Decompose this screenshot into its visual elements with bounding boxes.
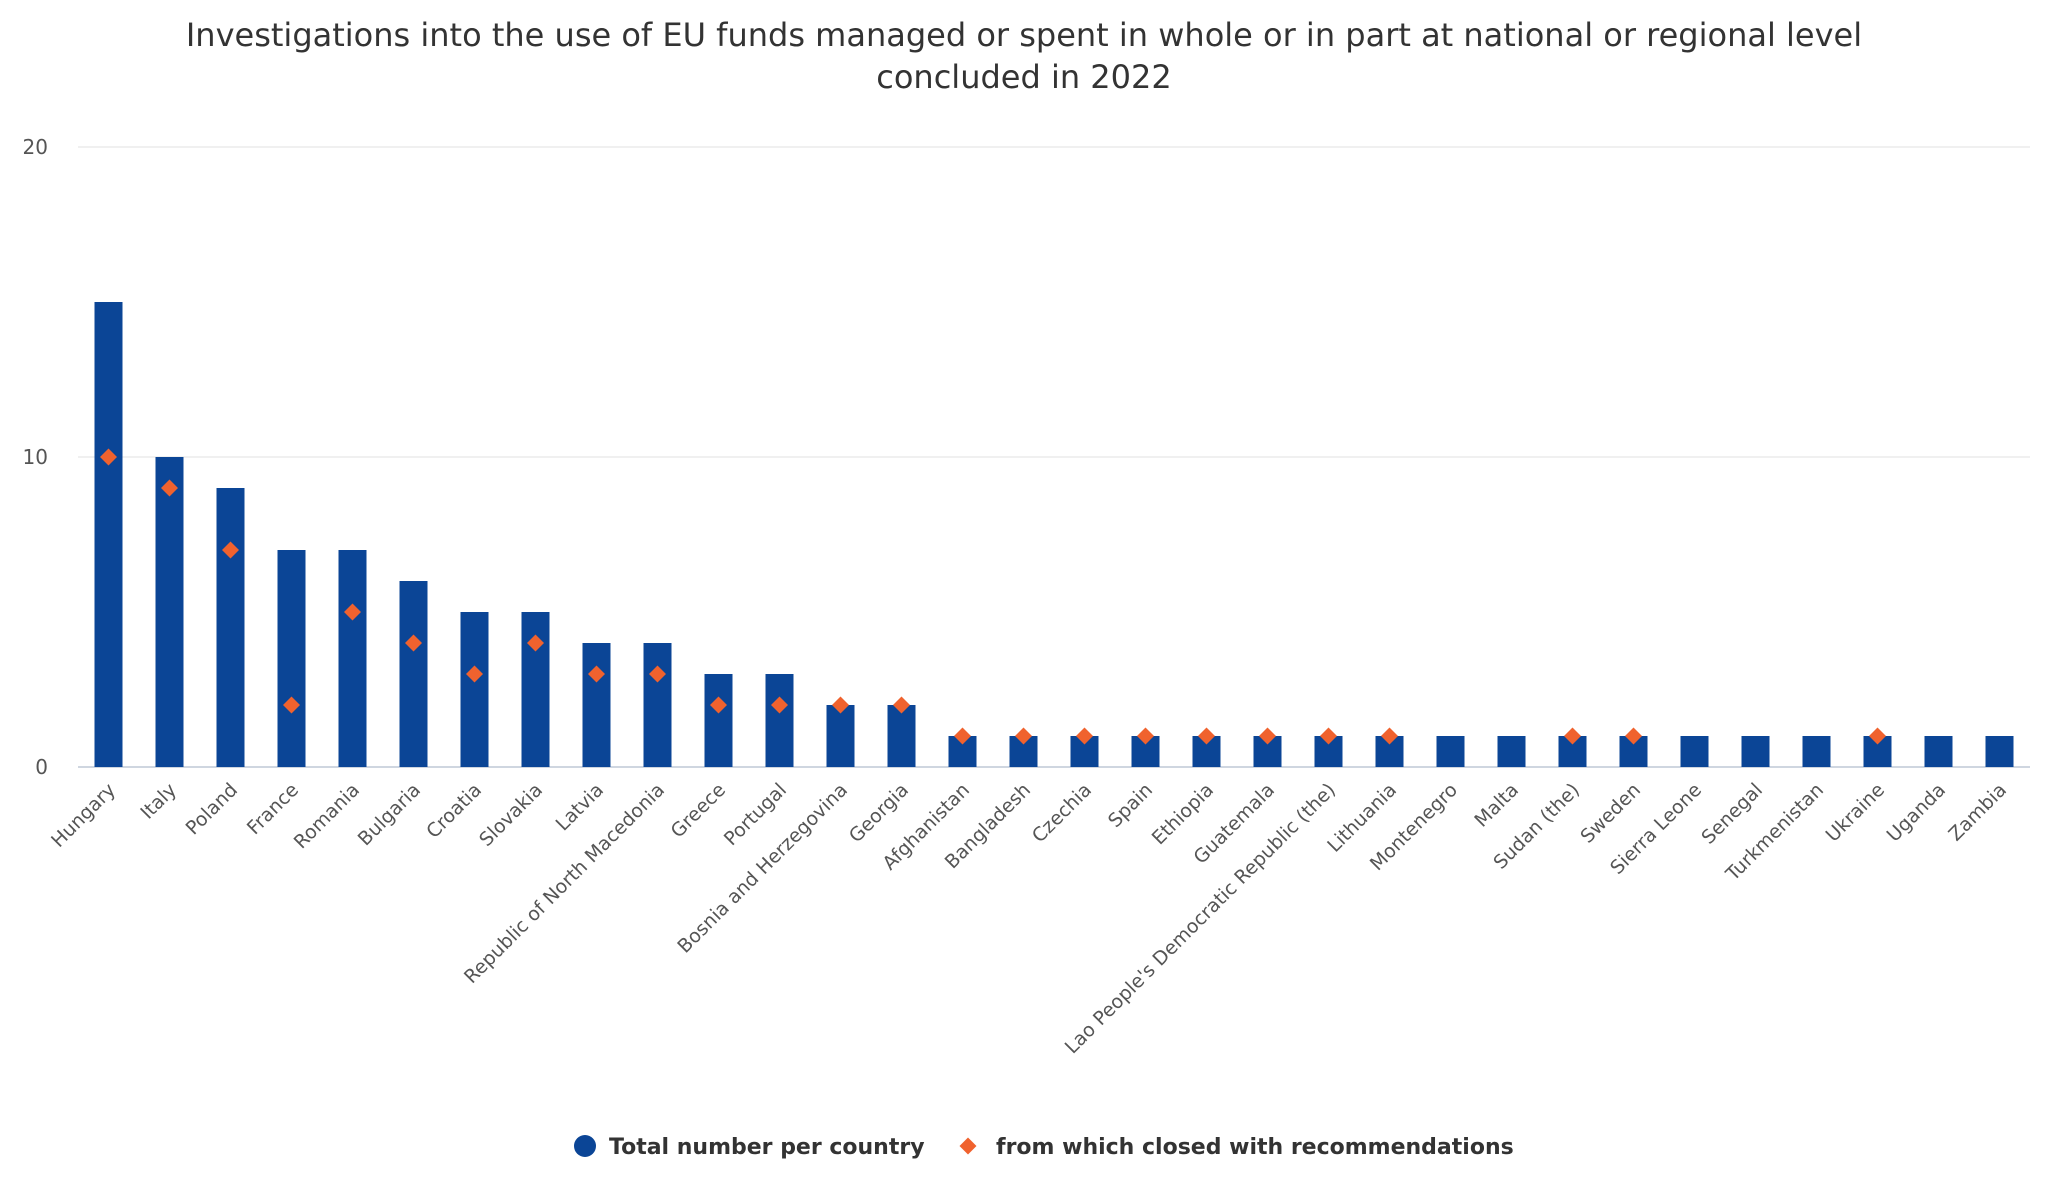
bar[interactable]: [399, 581, 428, 767]
recommendation-marker[interactable]: [1320, 727, 1337, 745]
recommendation-marker[interactable]: [344, 603, 361, 621]
bar[interactable]: [1924, 736, 1953, 767]
bar[interactable]: [704, 674, 733, 767]
recommendation-marker[interactable]: [1564, 727, 1581, 745]
recommendation-marker[interactable]: [832, 696, 849, 714]
bar[interactable]: [1985, 736, 2014, 767]
bar[interactable]: [216, 488, 245, 767]
recommendation-marker[interactable]: [1198, 727, 1215, 745]
recommendation-marker[interactable]: [954, 727, 971, 745]
category-label: Poland: [182, 779, 242, 839]
recommendation-marker[interactable]: [1869, 727, 1886, 745]
legend: Total number per country from which clos…: [574, 1135, 1514, 1160]
category-label: Ukraine: [1822, 779, 1889, 846]
category-label: Latvia: [552, 779, 608, 835]
legend-item-total[interactable]: Total number per country: [574, 1135, 925, 1160]
bar[interactable]: [460, 612, 489, 767]
bar[interactable]: [887, 705, 916, 767]
category-label: Slovakia: [475, 779, 547, 851]
recommendation-marker[interactable]: [222, 541, 239, 559]
recommendation-marker[interactable]: [710, 696, 727, 714]
category-label: Italy: [136, 779, 181, 824]
legend-label-recommendations: from which closed with recommendations: [996, 1135, 1514, 1160]
recommendation-marker[interactable]: [1076, 727, 1093, 745]
bar[interactable]: [338, 550, 367, 767]
y-tick-label: 20: [23, 135, 48, 159]
category-label: Uganda: [1883, 779, 1950, 846]
bar[interactable]: [582, 643, 611, 767]
recommendation-marker[interactable]: [466, 665, 483, 683]
recommendation-marker[interactable]: [588, 665, 605, 683]
recommendation-marker[interactable]: [100, 448, 117, 466]
legend-circle-icon: [574, 1135, 596, 1157]
bar[interactable]: [765, 674, 794, 767]
bar[interactable]: [643, 643, 672, 767]
bar[interactable]: [826, 705, 855, 767]
bar[interactable]: [1436, 736, 1465, 767]
gridlines: [78, 146, 2030, 768]
y-tick-label: 0: [35, 755, 48, 779]
bar[interactable]: [94, 302, 123, 767]
category-label: Lao People's Democratic Republic (the): [1061, 779, 1340, 1058]
bar[interactable]: [155, 457, 184, 767]
legend-label-total: Total number per country: [609, 1135, 925, 1160]
bar[interactable]: [277, 550, 306, 767]
category-label: Czechia: [1028, 779, 1096, 847]
category-label: Bulgaria: [354, 779, 425, 850]
recommendation-marker[interactable]: [1625, 727, 1642, 745]
legend-item-recommendations[interactable]: from which closed with recommendations: [959, 1135, 1514, 1160]
category-label: France: [243, 779, 303, 839]
category-label: Spain: [1104, 779, 1157, 832]
chart-title-line2: concluded in 2022: [876, 58, 1171, 96]
bar[interactable]: [1497, 736, 1526, 767]
bar[interactable]: [1680, 736, 1709, 767]
y-tick-label: 10: [23, 445, 48, 469]
category-label: Hungary: [47, 779, 120, 852]
category-label: Zambia: [1944, 779, 2011, 846]
category-label: Romania: [290, 779, 364, 853]
recommendation-marker[interactable]: [405, 634, 422, 652]
recommendation-marker[interactable]: [1381, 727, 1398, 745]
category-label: Malta: [1470, 779, 1523, 832]
y-axis-ticks: 0 10 20: [23, 135, 48, 779]
recommendation-marker[interactable]: [527, 634, 544, 652]
recommendation-marker[interactable]: [1137, 727, 1154, 745]
recommendation-marker[interactable]: [1015, 727, 1032, 745]
marker-series: [100, 448, 1886, 745]
bar[interactable]: [1741, 736, 1770, 767]
recommendation-marker[interactable]: [771, 696, 788, 714]
chart-title-line1: Investigations into the use of EU funds …: [186, 16, 1862, 54]
recommendation-marker[interactable]: [893, 696, 910, 714]
bar-series: [94, 302, 2014, 767]
legend-diamond-icon: [959, 1137, 977, 1155]
bar[interactable]: [1802, 736, 1831, 767]
recommendation-marker[interactable]: [283, 696, 300, 714]
recommendation-marker[interactable]: [1259, 727, 1276, 745]
recommendation-marker[interactable]: [161, 479, 178, 497]
recommendation-marker[interactable]: [649, 665, 666, 683]
